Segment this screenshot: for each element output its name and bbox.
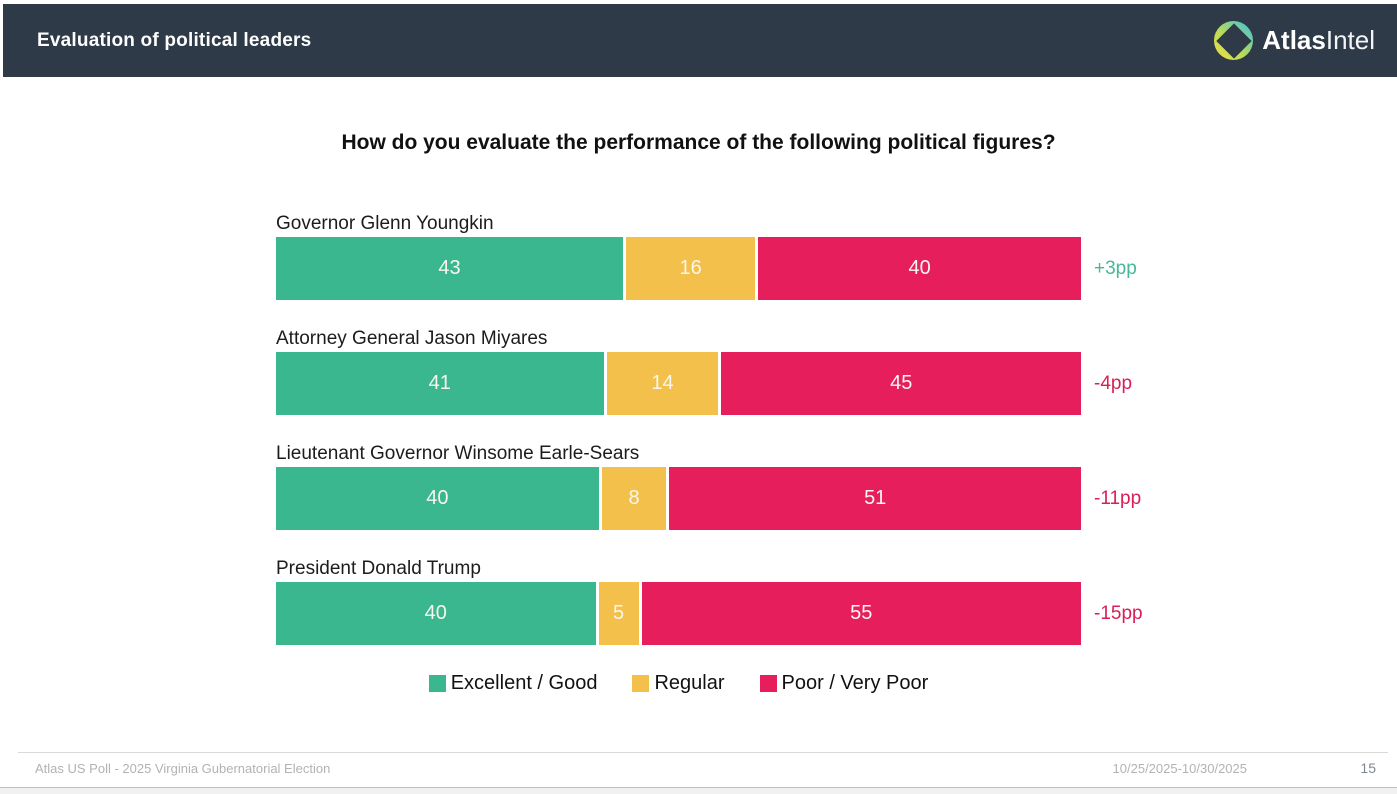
bottom-edge-strip	[0, 787, 1397, 794]
bar-segment-excellent-good: 40	[276, 467, 599, 530]
stacked-bar: 40 5 55 -15pp	[276, 582, 1143, 645]
bar-segment-excellent-good: 40	[276, 582, 596, 645]
leader-row: Governor Glenn Youngkin 43 16 40 +3pp	[276, 211, 1137, 300]
bar-segment-regular: 16	[626, 237, 756, 300]
chart-legend: Excellent / Good Regular Poor / Very Poor	[276, 672, 1081, 695]
atlasintel-ring-icon	[1214, 21, 1254, 60]
footer-divider	[18, 752, 1388, 753]
legend-label: Regular	[654, 672, 725, 694]
bar-segment-regular: 5	[598, 582, 639, 645]
atlasintel-logo: AtlasIntel	[1214, 21, 1375, 60]
brand-intel: Intel	[1325, 25, 1375, 55]
legend-item: Poor / Very Poor	[759, 672, 929, 695]
bar-segment-poor-very-poor: 55	[641, 582, 1081, 645]
bar-segment-regular: 14	[606, 352, 719, 415]
legend-swatch-icon	[428, 675, 446, 692]
legend-item: Regular	[632, 672, 725, 695]
footer-page-number: 15	[1360, 760, 1376, 776]
bar-segment-excellent-good: 41	[276, 352, 604, 415]
stacked-bar: 41 14 45 -4pp	[276, 352, 1132, 415]
page-title: Evaluation of political leaders	[37, 29, 312, 51]
bar-segment-poor-very-poor: 51	[669, 467, 1081, 530]
footer-date-range: 10/25/2025-10/30/2025	[1112, 761, 1247, 776]
leader-name-label: Attorney General Jason Miyares	[276, 328, 548, 349]
chart-question-title: How do you evaluate the performance of t…	[341, 131, 1056, 154]
legend-swatch-icon	[759, 675, 777, 692]
leader-name-label: Lieutenant Governor Winsome Earle-Sears	[276, 443, 640, 464]
net-approval-label: +3pp	[1094, 257, 1137, 279]
diamond-cutout	[1216, 22, 1252, 59]
legend-label: Excellent / Good	[450, 672, 598, 694]
legend-swatch-icon	[632, 675, 650, 692]
net-approval-label: -4pp	[1094, 372, 1133, 394]
brand-atlas: Atlas	[1262, 25, 1326, 55]
bar-segment-poor-very-poor: 40	[758, 237, 1081, 300]
net-approval-label: -15pp	[1094, 602, 1143, 624]
brand-wordmark: AtlasIntel	[1262, 25, 1375, 56]
leader-row: Attorney General Jason Miyares 41 14 45 -4pp	[276, 326, 1132, 415]
leader-row: President Donald Trump 40 5 55 -15pp	[276, 556, 1143, 645]
legend-label: Poor / Very Poor	[781, 672, 929, 694]
bar-segment-regular: 8	[601, 467, 667, 530]
bar-segment-excellent-good: 43	[276, 237, 624, 300]
header-bar: Evaluation of political leaders AtlasInt…	[3, 4, 1397, 77]
leader-name-label: Governor Glenn Youngkin	[276, 213, 494, 234]
net-approval-label: -11pp	[1094, 487, 1142, 509]
stacked-bar: 43 16 40 +3pp	[276, 237, 1137, 300]
legend-item: Excellent / Good	[428, 672, 598, 695]
stacked-bar: 40 8 51 -11pp	[276, 467, 1141, 530]
leader-name-label: President Donald Trump	[276, 558, 481, 579]
footer-source-label: Atlas US Poll - 2025 Virginia Gubernator…	[35, 761, 331, 776]
stacked-bar-chart: Governor Glenn Youngkin 43 16 40 +3pp Attorne…	[276, 211, 1143, 671]
leader-row: Lieutenant Governor Winsome Earle-Sears 4…	[276, 441, 1141, 530]
bar-segment-poor-very-poor: 45	[721, 352, 1081, 415]
